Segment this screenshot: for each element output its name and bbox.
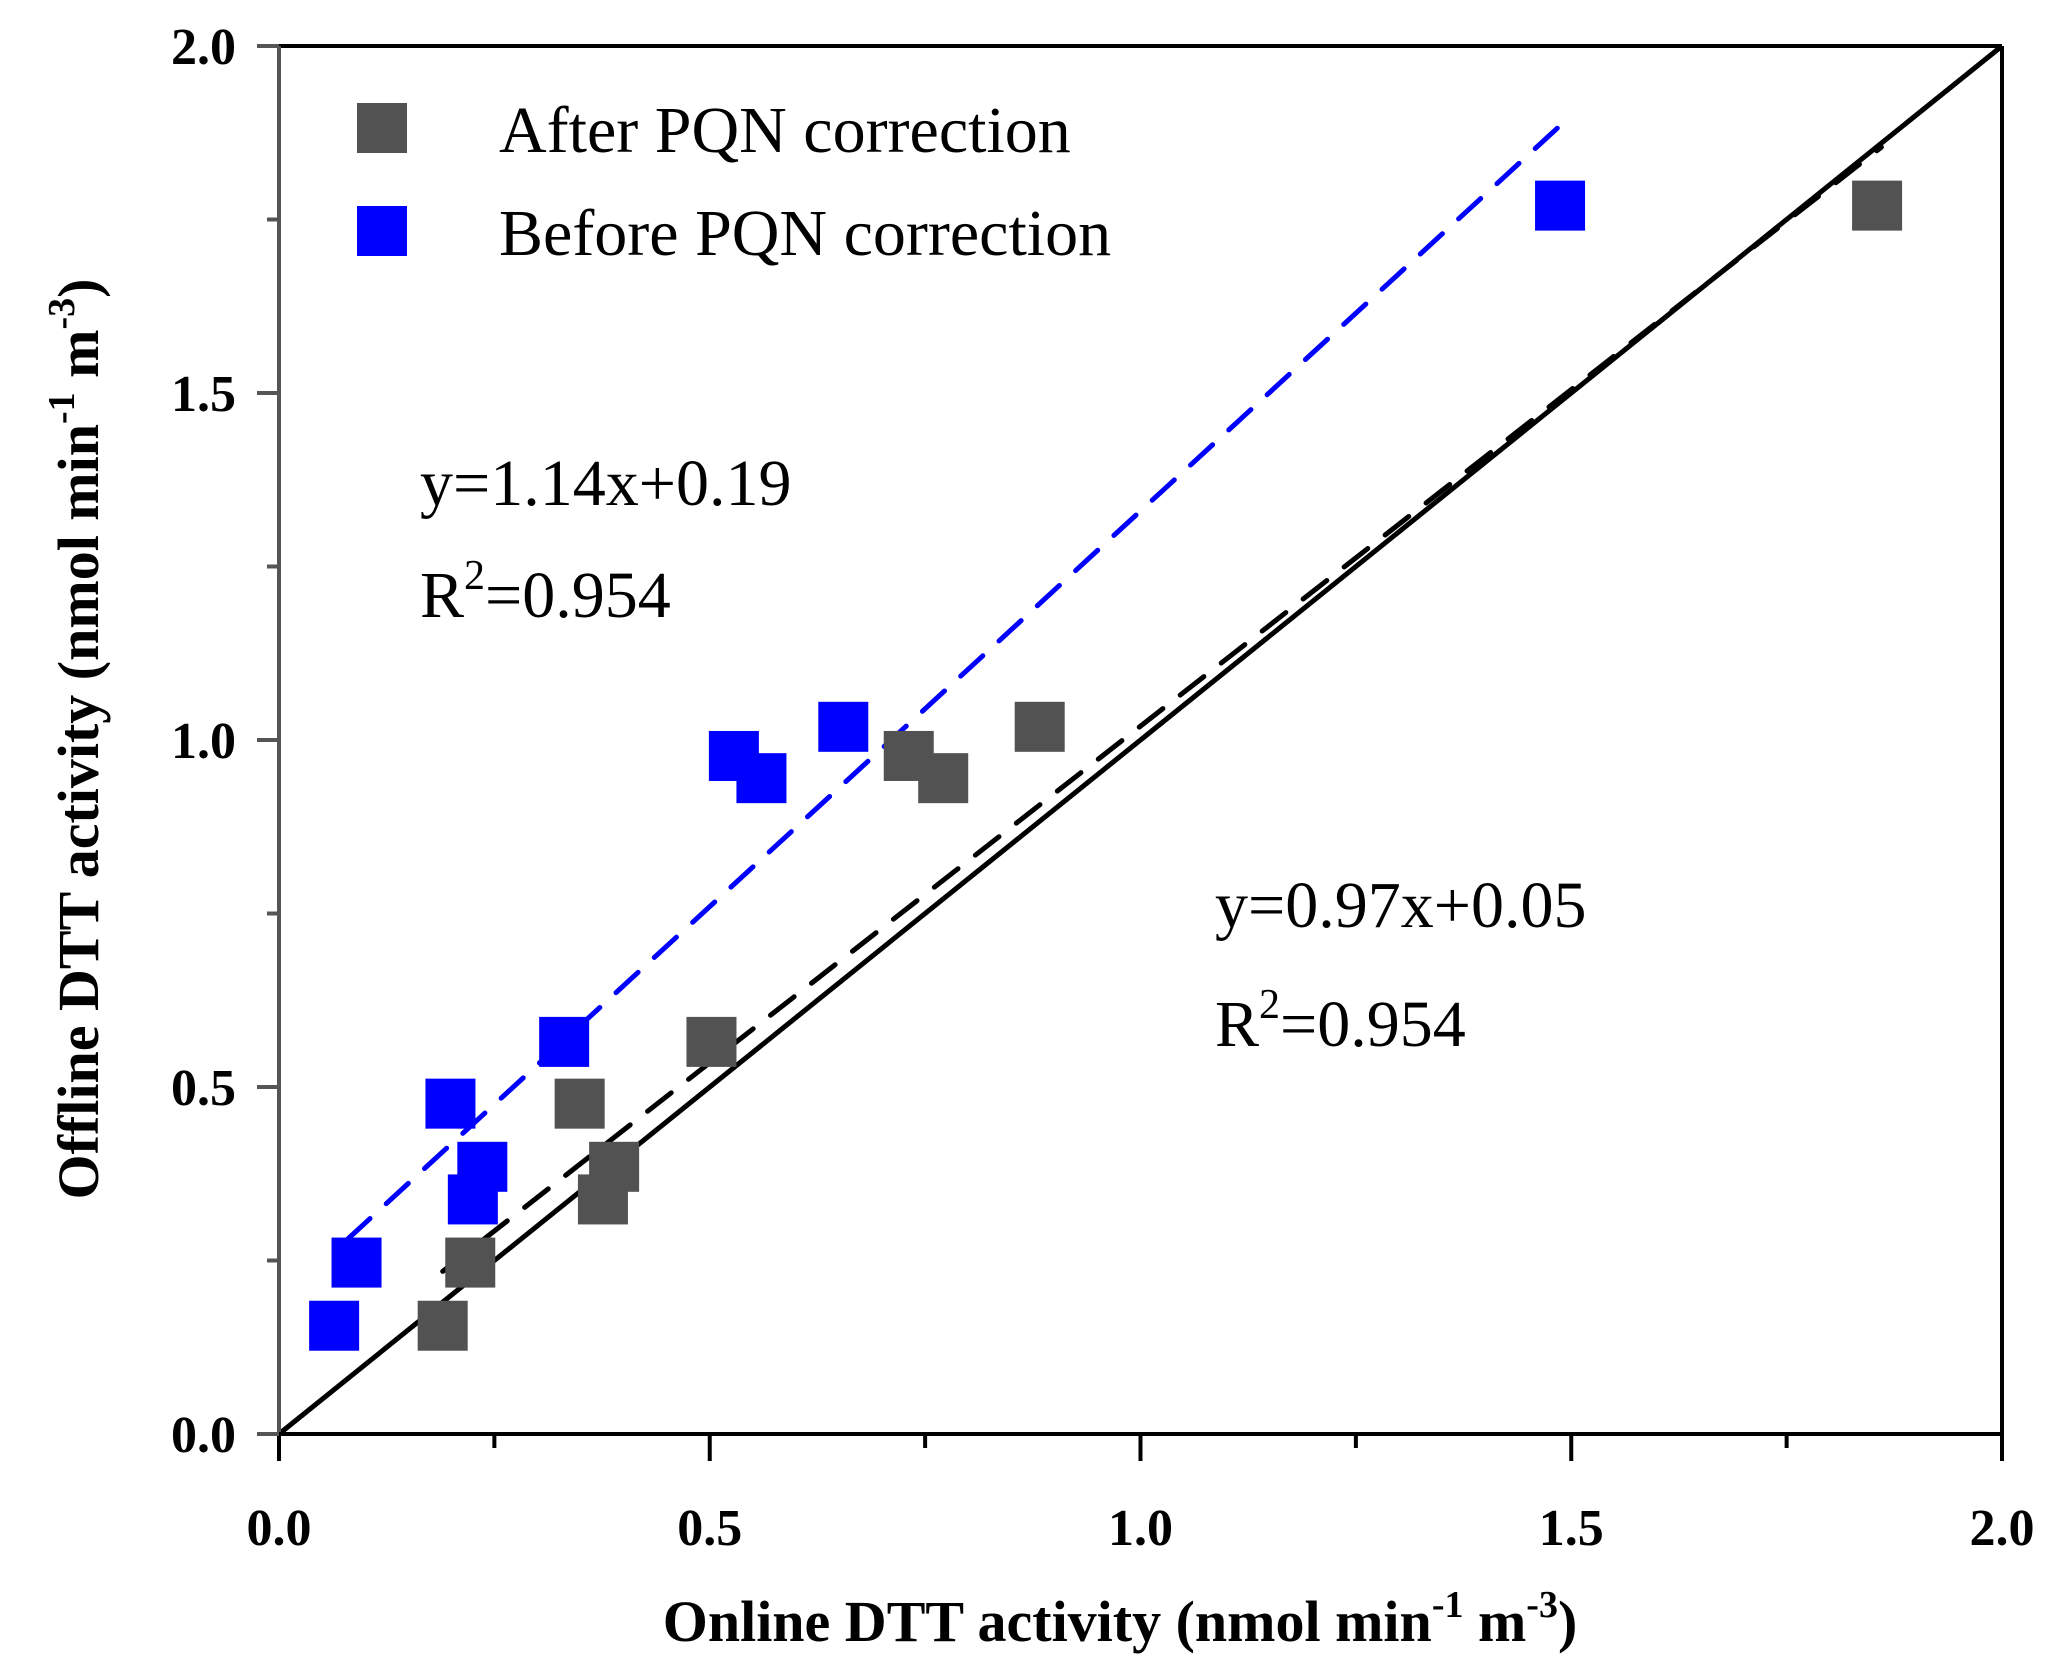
x-tick-label-4: 2.0 [1970, 1500, 2035, 1557]
axes: 0.0 0.5 1.0 1.5 2.0 0.0 0.5 1.0 1.5 2.0 [171, 19, 2035, 1557]
equation-after: y=0.97x+0.05 [1215, 869, 1586, 942]
point-series-1-7 [736, 753, 787, 804]
y-tick-label-0: 0.0 [171, 1407, 236, 1464]
legend-marker-after [357, 103, 407, 153]
fit-line-series-1 [345, 120, 1566, 1242]
r2-before: R2=0.954 [420, 553, 671, 632]
annotation-before-fit: y=1.14x+0.19 R2=0.954 [420, 447, 791, 632]
point-series-1-8 [818, 701, 869, 752]
annotation-after-fit: y=0.97x+0.05 R2=0.954 [1215, 869, 1586, 1061]
y-axis-title: Offline DTT activity (nmol min-1 m-3) [41, 279, 111, 1200]
x-tick-label-1: 0.5 [677, 1500, 742, 1557]
data-marks [309, 180, 1903, 1351]
point-series-0-8 [1014, 701, 1065, 752]
y-tick-label-1: 0.5 [171, 1060, 236, 1117]
point-series-0-0 [417, 1300, 468, 1351]
point-series-0-1 [445, 1237, 496, 1288]
y-tick-label-2: 1.0 [171, 713, 236, 770]
point-series-1-4 [457, 1141, 508, 1192]
point-series-0-2 [554, 1078, 605, 1129]
point-series-1-2 [425, 1078, 476, 1129]
point-series-0-7 [918, 753, 969, 804]
point-series-0-5 [686, 1016, 737, 1067]
x-tick-label-2: 1.0 [1108, 1500, 1173, 1557]
x-tick-label-0: 0.0 [247, 1500, 312, 1557]
point-series-1-5 [539, 1016, 590, 1067]
r2-after: R2=0.954 [1215, 982, 1466, 1061]
legend: After PQN correction Before PQN correcti… [357, 94, 1111, 270]
x-tick-label-3: 1.5 [1539, 1500, 1604, 1557]
y-tick-label-4: 2.0 [171, 19, 236, 76]
fit-line-series-0 [440, 144, 1884, 1274]
legend-label-after: After PQN correction [499, 94, 1071, 167]
point-series-0-4 [589, 1141, 640, 1192]
point-series-0-9 [1852, 180, 1903, 231]
legend-label-before: Before PQN correction [499, 197, 1111, 270]
equation-before: y=1.14x+0.19 [420, 447, 791, 520]
y-tick-label-3: 1.5 [171, 366, 236, 423]
legend-marker-before [357, 206, 407, 256]
point-series-1-9 [1535, 180, 1586, 231]
point-series-1-0 [309, 1300, 360, 1351]
point-series-1-1 [331, 1237, 382, 1288]
x-axis-title: Online DTT activity (nmol min-1 m-3) [663, 1584, 1578, 1654]
